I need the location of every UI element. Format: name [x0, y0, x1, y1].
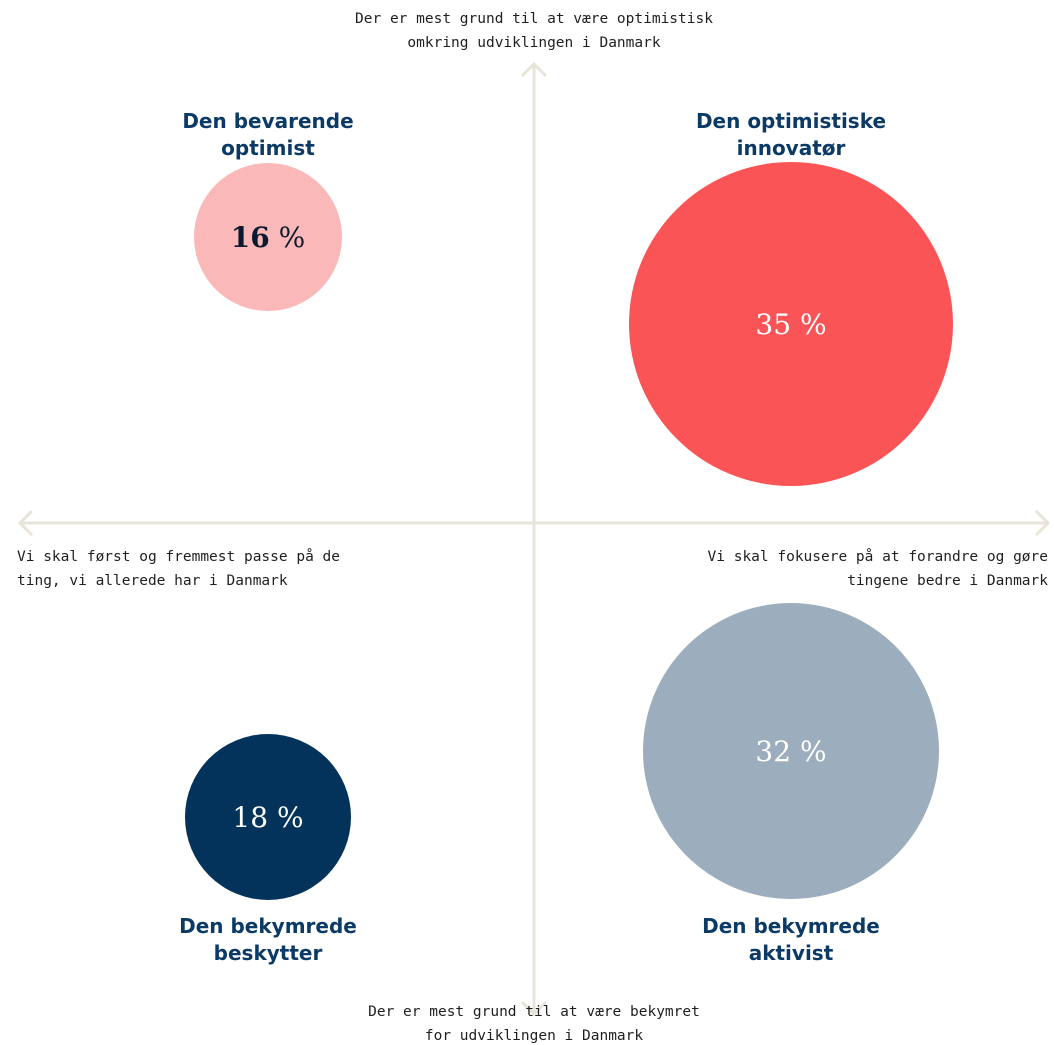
- axes: [17, 61, 1051, 1017]
- arrow-right-icon: [1034, 509, 1051, 537]
- segment-percentage: 18 %: [232, 801, 303, 834]
- segment-unit: %: [279, 221, 306, 254]
- segment-unit: %: [800, 308, 827, 341]
- axis-label-right-line-2: tingene bedre i Danmark: [847, 573, 1048, 589]
- segment-bubble: [629, 162, 953, 486]
- segment-unit: %: [277, 801, 304, 834]
- segment-percentage: 16 %: [231, 221, 305, 254]
- axis-label-top: Der er mest grund til at være optimistis…: [355, 11, 713, 51]
- segment-optimistiske-innovator: Den optimistiske innovatør 35 %: [629, 109, 953, 486]
- axis-label-top-line-1: Der er mest grund til at være optimistis…: [355, 11, 713, 27]
- segment-value: 18: [232, 801, 268, 834]
- arrow-down-icon: [520, 1000, 548, 1017]
- segment-bekymrede-aktivist: 32 % Den bekymrede aktivist: [643, 603, 939, 965]
- segment-value: 35: [755, 308, 791, 341]
- arrow-up-icon: [520, 61, 548, 78]
- segment-bubble: [185, 734, 351, 900]
- segment-title-line-2: aktivist: [749, 941, 834, 965]
- segment-title-line-1: Den bekymrede: [702, 914, 880, 938]
- segment-title-line-1: Den bekymrede: [179, 914, 357, 938]
- segment-bevarende-optimist: Den bevarende optimist 16 %: [182, 109, 354, 311]
- arrow-left-icon: [17, 509, 34, 537]
- segment-title-line-2: beskytter: [214, 941, 323, 965]
- axis-label-left-line-1: Vi skal først og fremmest passe på de: [17, 548, 340, 565]
- segment-title-line-2: optimist: [221, 136, 315, 160]
- axis-label-top-line-2: omkring udviklingen i Danmark: [407, 35, 660, 51]
- axis-label-bottom-line-2: for udviklingen i Danmark: [425, 1028, 644, 1044]
- segment-title-line-1: Den bevarende: [182, 109, 353, 133]
- segment-unit: %: [800, 735, 827, 768]
- axis-label-left-line-2: ting, vi allerede har i Danmark: [17, 573, 288, 589]
- segment-value: 16: [231, 221, 270, 254]
- segment-percentage: 35 %: [755, 308, 826, 341]
- axis-label-bottom: Der er mest grund til at være bekymret f…: [368, 1004, 700, 1044]
- segment-bubble: [194, 163, 342, 311]
- segment-title-line-1: Den optimistiske: [696, 109, 886, 133]
- segment-value: 32: [755, 735, 791, 768]
- segment-bekymrede-beskytter: 18 % Den bekymrede beskytter: [179, 734, 357, 965]
- axis-label-right-line-1: Vi skal fokusere på at forandre og gøre: [708, 548, 1048, 565]
- axis-label-right: Vi skal fokusere på at forandre og gøre …: [708, 548, 1049, 589]
- segment-title-line-2: innovatør: [737, 136, 846, 160]
- axis-label-bottom-line-1: Der er mest grund til at være bekymret: [368, 1004, 700, 1020]
- segment-bubble: [643, 603, 939, 899]
- segment-percentage: 32 %: [755, 735, 826, 768]
- axis-label-left: Vi skal først og fremmest passe på de ti…: [17, 548, 340, 589]
